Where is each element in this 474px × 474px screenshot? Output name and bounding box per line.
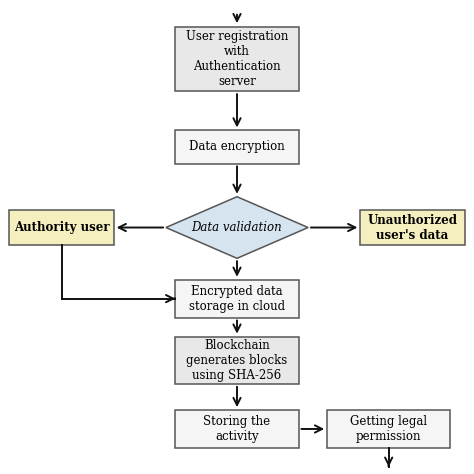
Text: Authority user: Authority user bbox=[14, 221, 109, 234]
Text: Blockchain
generates blocks
using SHA-256: Blockchain generates blocks using SHA-25… bbox=[186, 339, 288, 382]
Text: Encrypted data
storage in cloud: Encrypted data storage in cloud bbox=[189, 284, 285, 313]
FancyBboxPatch shape bbox=[327, 410, 450, 448]
FancyBboxPatch shape bbox=[175, 280, 299, 318]
Text: User registration
with
Authentication
server: User registration with Authentication se… bbox=[186, 30, 288, 88]
FancyBboxPatch shape bbox=[9, 210, 114, 245]
FancyBboxPatch shape bbox=[175, 337, 299, 384]
FancyBboxPatch shape bbox=[360, 210, 465, 245]
Polygon shape bbox=[166, 197, 308, 258]
FancyBboxPatch shape bbox=[175, 410, 299, 448]
Text: Getting legal
permission: Getting legal permission bbox=[350, 415, 427, 443]
Text: Data validation: Data validation bbox=[191, 221, 283, 234]
Text: Storing the
activity: Storing the activity bbox=[203, 415, 271, 443]
Text: Unauthorized
user's data: Unauthorized user's data bbox=[367, 213, 457, 242]
Text: Data encryption: Data encryption bbox=[189, 140, 285, 154]
FancyBboxPatch shape bbox=[175, 27, 299, 91]
FancyBboxPatch shape bbox=[175, 130, 299, 164]
